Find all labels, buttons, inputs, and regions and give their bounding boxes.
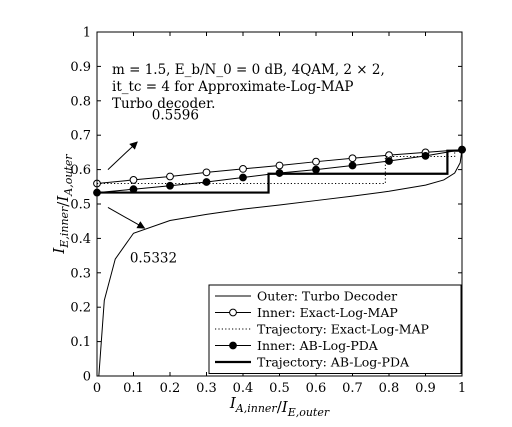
series-1-point: [239, 165, 247, 173]
x-tick-label: 0.7: [342, 381, 363, 396]
info-line: m = 1.5, E_b/N_0 = 0 dB, 4QAM, 2 × 2,: [112, 62, 385, 78]
y-tick-label: 0.7: [70, 129, 91, 144]
legend-marker: [229, 341, 237, 350]
x-tick-label: 0.1: [123, 381, 144, 396]
legend-marker: [229, 308, 237, 317]
series-line-4: [97, 149, 460, 194]
x-tick-label: 0.6: [306, 381, 327, 396]
x-tick-label: 0.2: [160, 381, 181, 396]
y-tick-label: 0.2: [70, 301, 91, 316]
legend-entry: Trajectory: AB-Log-PDA: [257, 355, 410, 370]
annotation-arrow: [107, 207, 146, 229]
x-tick-label: 0.9: [415, 381, 436, 396]
info-line: it_tc = 4 for Approximate-Log-MAP: [112, 79, 353, 95]
legend-entry: Trajectory: Exact-Log-MAP: [257, 322, 429, 337]
x-tick-label: 0.5: [269, 381, 290, 396]
annotation-arrow: [107, 141, 138, 170]
series-3-point: [348, 161, 357, 170]
y-tick-label: 1: [83, 26, 91, 41]
y-axis-label: IE,inner/IA,outer: [50, 154, 75, 255]
x-tick-label: 0.3: [196, 381, 217, 396]
legend-entry: Inner: AB-Log-PDA: [257, 338, 379, 353]
y-tick-label: 0.5: [70, 198, 91, 213]
series-3-point: [312, 165, 320, 174]
legend-entry: Inner: Exact-Log-MAP: [257, 305, 398, 320]
legend-box: [208, 284, 462, 374]
series-3-point: [239, 173, 247, 182]
x-tick-label: 1: [458, 381, 466, 396]
series-1-point: [275, 161, 284, 170]
y-tick-label: 0.3: [70, 266, 91, 281]
x-axis-label: IA,inner/IE,outer: [229, 394, 330, 419]
series-3-point: [385, 157, 393, 165]
series-3-point: [166, 181, 174, 190]
info-text-block: m = 1.5, E_b/N_0 = 0 dB, 4QAM, 2 × 2,it_…: [112, 62, 385, 112]
series-1-point: [348, 154, 357, 163]
x-tick-label: 0.4: [233, 381, 254, 396]
series-1-point: [166, 172, 174, 181]
series-3-point: [202, 178, 211, 186]
annotations: 0.5596 0.5332: [107, 108, 199, 266]
axis-labels: IA,inner/IE,outer IE,inner/IA,outer: [50, 154, 330, 419]
legend-entry: Outer: Turbo Decoder: [257, 289, 397, 304]
x-tick-label: 0.8: [379, 381, 400, 396]
series-1-point: [129, 176, 138, 184]
series-1-point: [312, 157, 320, 166]
annotation-label: 0.5596: [152, 108, 199, 124]
series-line-0: [98, 148, 463, 377]
y-tick-label: 0.9: [70, 60, 91, 75]
annotation-label: 0.5332: [130, 250, 177, 266]
x-tick-label: 0: [93, 381, 101, 396]
y-tick-label: 0.1: [70, 335, 91, 350]
info-line: Turbo decoder.: [112, 96, 215, 112]
series-3-point: [421, 151, 430, 160]
axis-ticks: 0 0.1 0.2 0.3 0.4 0.5 0.6 0.7 0.8 0.9 1 0 0.1 0.2 0.3 0…: [70, 26, 466, 397]
y-tick-label: 0.4: [70, 232, 91, 247]
y-tick-label: 0: [83, 370, 91, 385]
y-tick-label: 0.8: [70, 94, 91, 109]
y-tick-label: 0.6: [70, 163, 91, 178]
series-1-point: [202, 168, 211, 177]
